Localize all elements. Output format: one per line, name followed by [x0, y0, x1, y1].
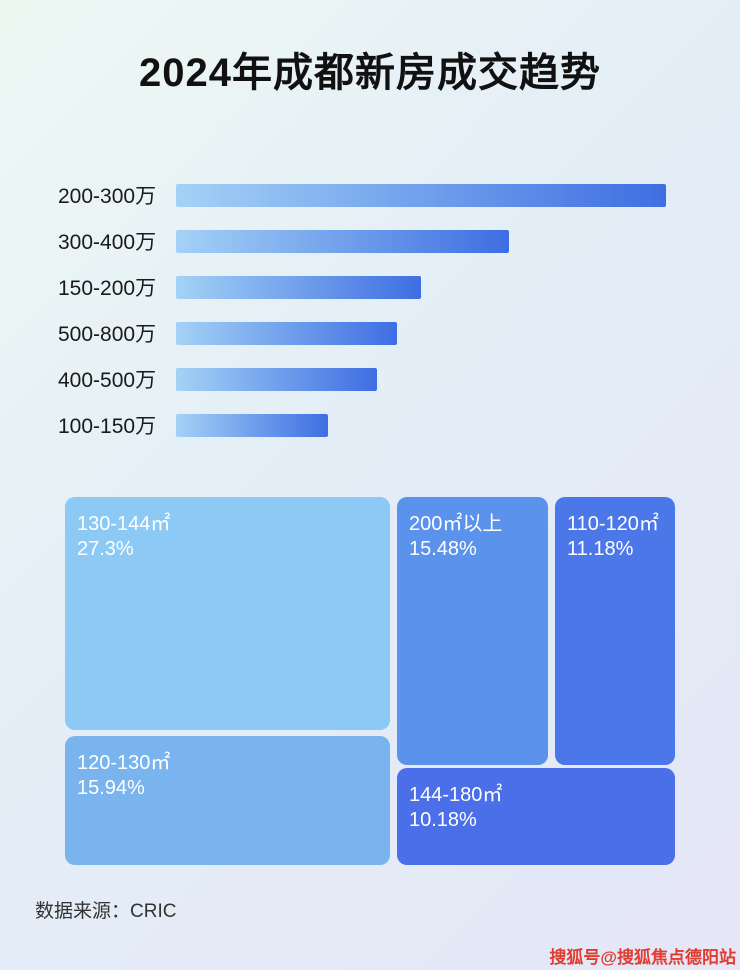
treemap-area-label: 110-120㎡ — [567, 513, 659, 535]
bar — [176, 367, 377, 391]
treemap-box: 144-180㎡ 10.18% — [397, 768, 675, 865]
treemap-box: 200㎡以上 15.48% — [397, 497, 548, 765]
bar-track — [176, 367, 666, 391]
price-bar-chart: 200-300万 300-400万 150-200万 500-800万 400-500万… — [58, 172, 720, 448]
bar-track — [176, 229, 666, 253]
treemap-percent-label: 10.18% — [409, 809, 477, 831]
bar — [176, 413, 328, 437]
treemap-percent-label: 15.48% — [409, 538, 477, 560]
bar-track — [176, 183, 666, 207]
treemap-box: 110-120㎡ 11.18% — [555, 497, 675, 765]
bar — [176, 183, 666, 207]
data-source-label: 数据来源：CRIC — [35, 901, 177, 922]
bar-track — [176, 321, 666, 345]
treemap-percent-label: 27.3% — [77, 538, 134, 560]
bar-category-label: 500-800万 — [58, 323, 157, 346]
bar-category-label: 300-400万 — [58, 231, 157, 254]
bar — [176, 275, 421, 299]
treemap-box: 130-144㎡ 27.3% — [65, 497, 390, 730]
bar-row: 300-400万 — [58, 218, 720, 264]
bar-track — [176, 275, 666, 299]
treemap-percent-label: 15.94% — [77, 777, 145, 799]
area-treemap: 130-144㎡ 27.3% 120-130㎡ 15.94% 200㎡以上 15.48% 1… — [65, 497, 675, 865]
watermark: 搜狐号@搜狐焦点德阳站 — [549, 948, 736, 967]
bar-row: 400-500万 — [58, 356, 720, 402]
bar — [176, 229, 510, 253]
bar-category-label: 150-200万 — [58, 277, 157, 300]
bar-category-label: 200-300万 — [58, 185, 157, 208]
bar-row: 200-300万 — [58, 172, 720, 218]
bar-category-label: 100-150万 — [58, 415, 157, 438]
bar-category-label: 400-500万 — [58, 369, 157, 392]
bar-track — [176, 413, 666, 437]
treemap-area-label: 120-130㎡ — [77, 752, 171, 774]
bar-row: 150-200万 — [58, 264, 720, 310]
page-title: 2024年成都新房成交趋势 — [139, 51, 601, 95]
bar-row: 500-800万 — [58, 310, 720, 356]
treemap-area-label: 130-144㎡ — [77, 513, 171, 535]
bar — [176, 321, 397, 345]
treemap-area-label: 200㎡以上 — [409, 513, 503, 535]
bar-row: 100-150万 — [58, 402, 720, 448]
treemap-box: 120-130㎡ 15.94% — [65, 736, 390, 865]
treemap-area-label: 144-180㎡ — [409, 784, 503, 806]
treemap-percent-label: 11.18% — [567, 538, 634, 560]
